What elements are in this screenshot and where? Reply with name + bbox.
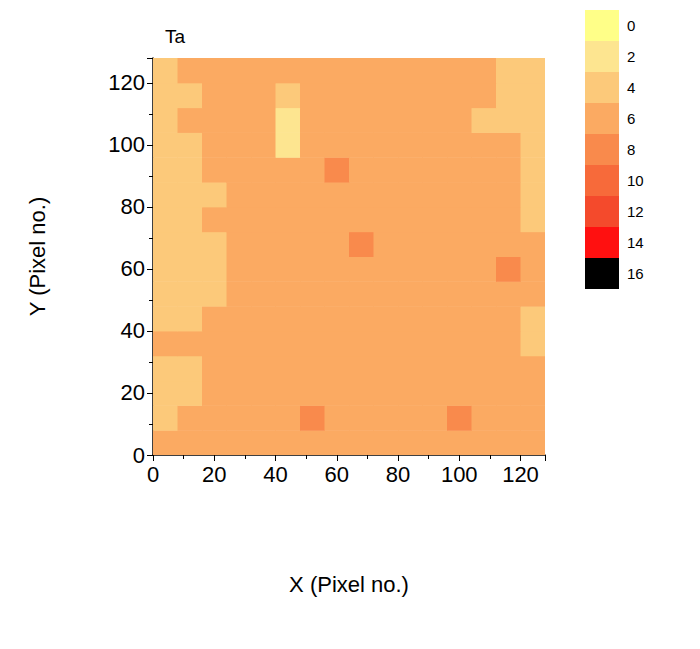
svg-text:40: 40 bbox=[121, 318, 145, 343]
svg-text:12: 12 bbox=[627, 203, 644, 220]
svg-text:4: 4 bbox=[627, 79, 635, 96]
svg-text:40: 40 bbox=[263, 462, 287, 487]
svg-text:8: 8 bbox=[627, 141, 635, 158]
svg-text:Y (Pixel no.): Y (Pixel no.) bbox=[25, 197, 50, 316]
svg-text:Ta: Ta bbox=[165, 26, 186, 47]
svg-text:100: 100 bbox=[108, 132, 145, 157]
svg-text:0: 0 bbox=[147, 462, 159, 487]
svg-text:2: 2 bbox=[627, 48, 635, 65]
svg-text:10: 10 bbox=[627, 172, 644, 189]
svg-text:60: 60 bbox=[121, 256, 145, 281]
svg-text:X (Pixel no.): X (Pixel no.) bbox=[289, 572, 409, 597]
svg-text:100: 100 bbox=[441, 462, 478, 487]
svg-text:120: 120 bbox=[108, 70, 145, 95]
svg-text:60: 60 bbox=[325, 462, 349, 487]
svg-text:80: 80 bbox=[386, 462, 410, 487]
svg-text:80: 80 bbox=[121, 194, 145, 219]
svg-text:0: 0 bbox=[133, 443, 145, 468]
svg-text:14: 14 bbox=[627, 234, 644, 251]
svg-text:120: 120 bbox=[502, 462, 539, 487]
svg-text:20: 20 bbox=[202, 462, 226, 487]
svg-text:16: 16 bbox=[627, 265, 644, 282]
svg-text:6: 6 bbox=[627, 110, 635, 127]
svg-text:20: 20 bbox=[121, 380, 145, 405]
svg-text:0: 0 bbox=[627, 17, 635, 34]
